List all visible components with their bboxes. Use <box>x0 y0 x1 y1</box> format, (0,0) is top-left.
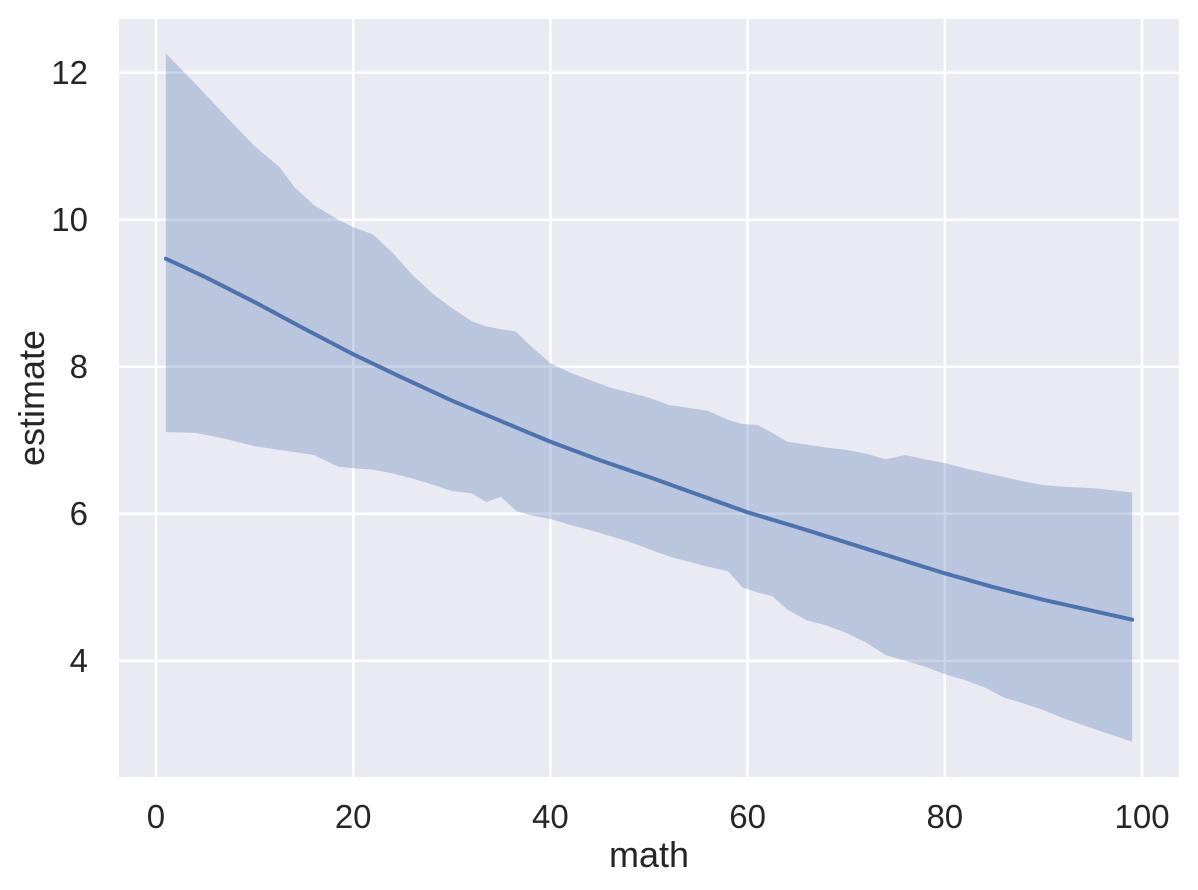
regression-line <box>163 256 1135 622</box>
confidence-band <box>165 53 1133 742</box>
y-axis-label: estimate <box>11 329 52 467</box>
y-tick-label: 8 <box>69 347 88 385</box>
plot-area <box>119 19 1179 777</box>
y-tick-label: 6 <box>69 494 88 532</box>
y-tick-label: 10 <box>51 200 88 238</box>
x-tick-label: 60 <box>729 798 766 835</box>
y-tick-label: 4 <box>69 641 88 679</box>
x-tick-label: 40 <box>532 798 569 835</box>
x-tick-label: 20 <box>334 798 372 835</box>
x-tick-label: 80 <box>926 798 964 835</box>
plot-canvas <box>119 19 1179 777</box>
x-tick-label: 0 <box>146 798 166 835</box>
x-axis-label: math <box>608 834 690 875</box>
y-tick-label: 12 <box>51 53 88 91</box>
x-tick-label: 100 <box>1114 798 1170 835</box>
